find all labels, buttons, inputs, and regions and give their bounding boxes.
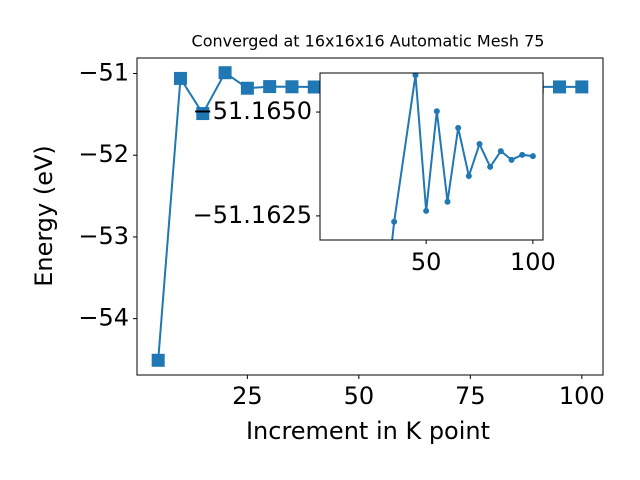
y-tick-label: −53 (78, 222, 129, 250)
marker (263, 80, 277, 94)
y-axis-label: Energy (eV) (30, 145, 58, 287)
y-tick-label: −51.1650 (193, 97, 312, 125)
marker (553, 80, 567, 94)
y-tick-label: −54 (78, 304, 129, 332)
marker (412, 73, 419, 79)
marker (218, 66, 232, 80)
x-tick-label: 50 (344, 382, 375, 410)
x-tick-label: 100 (510, 248, 556, 276)
x-tick-label: 75 (455, 382, 486, 410)
plot-frame (319, 72, 544, 241)
marker (455, 124, 462, 131)
plot-area (391, 73, 536, 240)
marker (519, 151, 526, 158)
marker (529, 153, 536, 160)
plot-frame (136, 57, 604, 376)
marker (196, 107, 210, 121)
x-tick-label: 50 (411, 248, 442, 276)
marker (433, 108, 440, 115)
marker (285, 80, 299, 94)
y-tick-label: −51.1625 (193, 201, 312, 229)
marker (487, 163, 494, 170)
marker (508, 156, 515, 163)
x-tick-label: 100 (559, 382, 605, 410)
marker (151, 353, 165, 367)
marker (476, 141, 483, 148)
marker (423, 207, 430, 214)
marker (575, 80, 589, 94)
x-axis-label: Increment in K point (246, 417, 490, 445)
marker (173, 71, 187, 85)
chart-title: Converged at 16x16x16 Automatic Mesh 75 (192, 32, 545, 51)
marker (307, 80, 321, 94)
marker (497, 148, 504, 155)
x-tick-label: 25 (232, 382, 263, 410)
marker (240, 81, 254, 95)
marker (444, 198, 451, 205)
marker (465, 173, 472, 180)
y-tick-label: −52 (78, 140, 129, 168)
marker (391, 218, 398, 225)
y-tick-label: −51 (78, 59, 129, 87)
